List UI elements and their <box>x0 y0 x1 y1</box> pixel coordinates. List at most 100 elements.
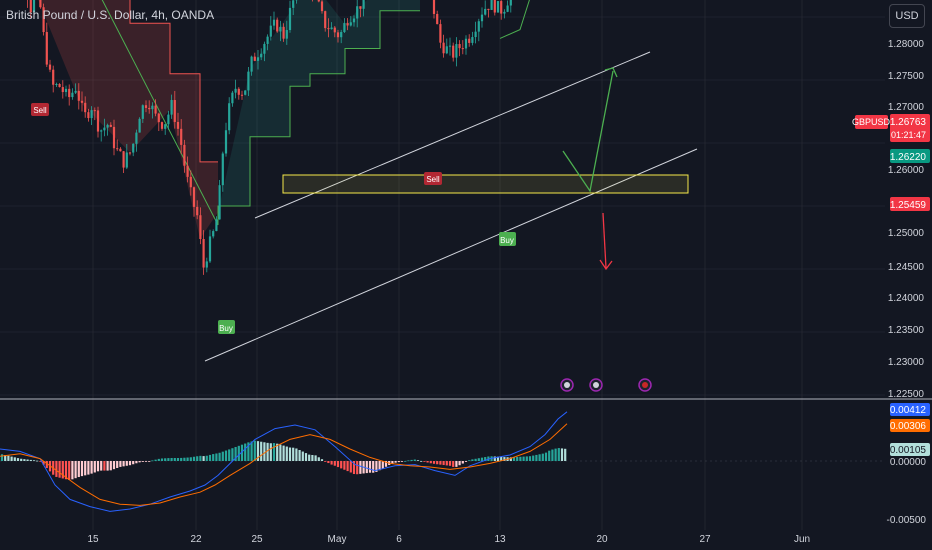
candle-body <box>506 5 509 12</box>
macd-histogram-bar <box>298 450 301 461</box>
candle-body <box>276 19 279 32</box>
macd-histogram-bar <box>186 457 189 461</box>
chart-header-title: British Pound / U.S. Dollar, 4h, OANDA <box>6 8 215 22</box>
macd-histogram-bar <box>122 461 125 467</box>
macd-histogram-bar <box>112 461 116 470</box>
candle-body <box>260 53 263 58</box>
symbol-price-tag[interactable]: GBPUSD 1.26763 01:21:47 <box>852 114 930 142</box>
macd-histogram-bar <box>394 461 397 463</box>
macd-histogram-bar <box>442 461 445 466</box>
candle-body <box>509 0 512 6</box>
macd-histogram-bar <box>103 461 106 471</box>
candle-body <box>71 92 74 98</box>
macd-histogram-bar <box>285 446 288 461</box>
macd-histogram-bar <box>528 456 532 461</box>
candle-body <box>148 107 151 110</box>
candle-body <box>484 8 487 15</box>
macd-histogram-bar <box>564 448 567 461</box>
candle-body <box>240 94 244 96</box>
sell-signal-1[interactable]: Sell <box>31 103 49 116</box>
macd-histogram-bar <box>157 458 160 461</box>
macd-histogram-bar <box>333 461 336 466</box>
macd-histogram-bar <box>244 443 247 461</box>
macd-histogram-bar <box>432 461 436 464</box>
macd-histogram-bar <box>228 449 231 461</box>
macd-histogram-bar <box>551 449 554 461</box>
macd-histogram-bar <box>522 456 525 461</box>
drawing-overlays[interactable] <box>0 0 885 362</box>
macd-histogram-bar <box>106 461 109 471</box>
us-flag-dot <box>564 382 570 388</box>
macd-histogram-bar <box>503 457 506 461</box>
macd-histogram-bar <box>160 458 164 461</box>
signal-line <box>0 423 568 506</box>
price-tick: 1.23500 <box>888 325 925 336</box>
macd-histogram-bar <box>119 461 122 467</box>
macd-histogram-bar <box>330 461 333 465</box>
currency-button[interactable]: USD <box>889 4 925 28</box>
candle-body <box>231 92 234 104</box>
macd-histogram-bar <box>256 441 260 461</box>
candle-body <box>324 11 327 29</box>
candle-body <box>317 0 320 2</box>
macd-histogram-bar <box>458 461 461 466</box>
macd-histogram-bar <box>381 461 384 469</box>
macd-histogram-bar <box>212 454 215 461</box>
macd-histogram-bar <box>474 458 477 461</box>
candle-body <box>282 26 285 39</box>
time-tick: 20 <box>596 534 608 545</box>
macd-histogram-bar <box>87 461 90 475</box>
macd-histogram-bar <box>170 458 173 461</box>
macd-histogram-bar <box>340 461 343 469</box>
candlestick-series[interactable] <box>1 0 566 275</box>
buy-signal-2[interactable]: Buy <box>499 232 516 246</box>
macd-histogram-bar <box>464 461 468 462</box>
macd-histogram-bar <box>36 460 39 462</box>
candle-body <box>352 18 356 23</box>
macd-histogram-bar <box>279 444 282 461</box>
time-tick: 27 <box>699 534 711 545</box>
candle-body <box>269 25 272 37</box>
macd-histogram-bar <box>45 461 48 469</box>
candle-body <box>183 144 186 166</box>
candle-body <box>461 48 464 50</box>
candle-body <box>128 152 132 154</box>
macd-line <box>0 411 568 512</box>
price-tick: 1.27000 <box>888 102 925 113</box>
candle-body <box>288 7 292 31</box>
time-tick: 6 <box>396 534 402 545</box>
macd-histogram-bar <box>400 461 404 462</box>
macd-histogram-bar <box>301 451 304 461</box>
candle-body <box>221 153 224 186</box>
candle-body <box>471 37 474 43</box>
event-flags[interactable] <box>560 378 652 392</box>
candle-body <box>330 27 333 30</box>
candle-body <box>458 44 461 49</box>
candle-body <box>215 219 218 232</box>
macd-histogram-bar <box>445 461 448 466</box>
macd-histogram-bar <box>84 461 87 476</box>
macd-histogram-bar <box>55 461 58 477</box>
price-tick: 1.24500 <box>888 262 925 273</box>
macd-histogram-bar <box>269 443 272 461</box>
hist-tag: 0.00105 <box>890 445 927 456</box>
macd-pane[interactable] <box>0 411 885 512</box>
buy-signal-1[interactable]: Buy <box>218 320 235 334</box>
grid-lines <box>0 0 885 530</box>
symbol-label: GBPUSD <box>852 117 891 127</box>
candle-body <box>90 110 93 119</box>
candle-body <box>122 151 125 168</box>
candle-body <box>439 24 442 43</box>
macd-histogram-bar <box>468 460 471 462</box>
candle-body <box>228 103 231 131</box>
candle-body <box>432 0 436 14</box>
candle-body <box>160 122 164 129</box>
macd-histogram-bar <box>509 457 512 461</box>
macd-histogram-bar <box>189 457 192 461</box>
macd-histogram-bar <box>429 461 432 464</box>
macd-histogram-bar <box>74 461 77 479</box>
macd-histogram-bar <box>378 461 381 471</box>
sell-signal-2[interactable]: Sell <box>424 172 442 185</box>
